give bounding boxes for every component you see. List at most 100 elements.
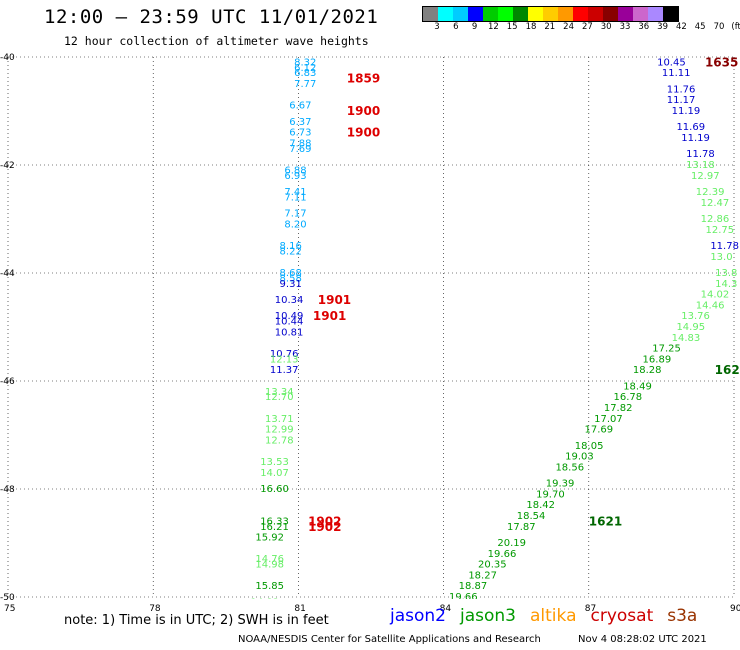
generated-timestamp: Nov 4 08:28:02 UTC 2021	[578, 634, 707, 645]
wave-height-label: 6.83	[294, 68, 316, 79]
legend-tick-label: 21	[544, 22, 556, 32]
page-title: 12:00 – 23:59 UTC 11/01/2021	[44, 6, 379, 28]
wave-height-label: 11.78	[686, 149, 715, 160]
wave-height-label: 18.56	[555, 462, 584, 473]
wave-height-label: 7.11	[284, 192, 306, 203]
x-tick-label: 90	[730, 604, 740, 614]
legend-tick-label: 42	[675, 22, 687, 32]
y-tick-label: -40	[0, 53, 15, 63]
y-tick-label: -44	[0, 269, 15, 279]
wave-height-label: 16.21	[260, 522, 289, 533]
wave-height-label: 11.19	[681, 133, 710, 144]
wave-height-label: 18.28	[633, 365, 662, 376]
wave-height-label: 14.82	[251, 597, 280, 608]
time-label: 1621	[589, 514, 622, 528]
wave-height-label: 18.27	[468, 570, 497, 581]
time-label: 1902	[308, 514, 341, 528]
legend-swatch	[633, 7, 648, 21]
legend-tick-label: 33	[619, 22, 631, 32]
wave-height-label: 6.73	[289, 128, 311, 139]
wave-height-label: 11.37	[270, 365, 299, 376]
wave-height-label: 8.22	[280, 246, 302, 257]
wave-height-label: 13.8	[715, 268, 737, 279]
wave-height-label: 10.44	[275, 317, 304, 328]
wave-height-label: 19.70	[536, 489, 565, 500]
legend-swatch	[498, 7, 513, 21]
legend-swatch	[558, 7, 573, 21]
time-label: 1902	[308, 520, 341, 534]
wave-height-label: 14.3	[715, 279, 737, 290]
wave-height-label: 10.45	[657, 57, 686, 68]
legend-tick-label: 9	[471, 22, 478, 32]
legend-swatch	[588, 7, 603, 21]
time-label: 1900	[347, 104, 380, 118]
wave-height-label: 14.95	[676, 322, 705, 333]
color-scale-legend	[422, 6, 679, 22]
wave-height-label: 13.0	[710, 252, 732, 263]
x-tick-label: 87	[585, 604, 596, 614]
x-tick-label: 81	[294, 604, 305, 614]
wave-height-label: 8.32	[294, 57, 316, 68]
legend-swatch	[423, 7, 438, 21]
wave-height-label: 19.66	[449, 592, 478, 603]
wave-height-label: 19.39	[546, 479, 575, 490]
satellite-legend-item: s3a	[667, 606, 698, 626]
time-label: 1635	[705, 55, 738, 69]
wave-height-label: 11.78	[710, 241, 739, 252]
wave-height-label: 18.05	[575, 441, 604, 452]
wave-height-label: 12.39	[696, 187, 725, 198]
satellite-legend-item: jason2	[390, 606, 446, 626]
legend-tick-label: 12	[487, 22, 499, 32]
wave-height-label: 8.20	[284, 219, 306, 230]
wave-height-label: 8.68	[280, 268, 302, 279]
legend-tick-label: 30	[600, 22, 612, 32]
wave-height-label: 15.92	[255, 533, 284, 544]
wave-height-label: 10.34	[275, 295, 304, 306]
wave-height-label: 20.35	[478, 560, 507, 571]
legend-tick-label: 3	[434, 22, 440, 32]
wave-height-label: 11.11	[662, 68, 691, 79]
wave-height-label: 13.76	[681, 311, 710, 322]
wave-height-label: 7.88	[289, 138, 311, 149]
legend-swatch	[618, 7, 633, 21]
credit-line: NOAA/NESDIS Center for Satellite Applica…	[238, 634, 541, 645]
wave-height-label: 12.47	[701, 198, 730, 209]
wave-height-label: 17.07	[594, 414, 623, 425]
wave-height-label: 18.49	[623, 381, 652, 392]
wave-height-label: 16.89	[643, 354, 672, 365]
wave-height-label: 11.19	[672, 106, 701, 117]
legend-swatch	[453, 7, 468, 21]
x-tick-label: 75	[4, 604, 15, 614]
satellite-legend: jason2 jason3 altika cryosat s3a	[390, 606, 711, 626]
legend-swatch	[648, 7, 663, 21]
wave-height-label: 14.83	[672, 333, 701, 344]
wave-height-label: 7.17	[284, 209, 306, 220]
wave-height-label: 19.66	[488, 549, 517, 560]
legend-swatch	[573, 7, 588, 21]
legend-tick-label: 15	[506, 22, 518, 32]
wave-height-label: 15.85	[255, 581, 284, 592]
legend-swatch	[468, 7, 483, 21]
time-label: 1901	[318, 293, 351, 307]
wave-height-label: 18.54	[517, 511, 546, 522]
satellite-legend-item: jason3	[460, 606, 516, 626]
time-label: 1622	[715, 363, 740, 377]
wave-height-label: 13.53	[260, 457, 289, 468]
legend-swatch	[438, 7, 453, 21]
legend-swatch	[663, 7, 678, 21]
legend-tick-label: 36	[638, 22, 650, 32]
wave-height-label: 12.78	[265, 435, 294, 446]
wave-height-label: 12.99	[265, 425, 294, 436]
legend-tick-label: 45	[694, 22, 706, 32]
wave-height-label: 7.69	[289, 144, 311, 155]
legend-tick-label: 39	[657, 22, 669, 32]
y-tick-label: -50	[0, 593, 15, 603]
wave-height-label: 14.76	[255, 554, 284, 565]
wave-height-label: 14.02	[701, 290, 730, 301]
footnote: note: 1) Time is in UTC; 2) SWH is in fe…	[64, 613, 329, 628]
wave-height-label: 6.37	[289, 117, 311, 128]
y-tick-label: -46	[0, 377, 15, 387]
wave-height-label: 17.87	[507, 522, 536, 533]
wave-height-label: 18.42	[526, 500, 555, 511]
